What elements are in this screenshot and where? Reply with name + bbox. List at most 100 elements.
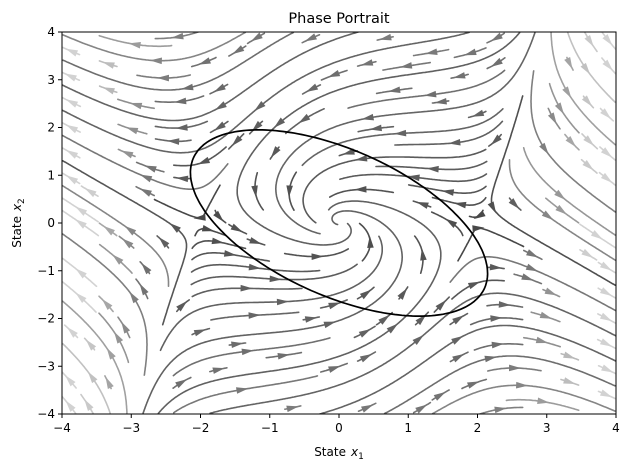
streamline-arrow [555, 204, 568, 215]
streamline-arrow [251, 120, 263, 132]
streamline-arrow [250, 32, 263, 42]
streamline-arrow [102, 87, 115, 95]
streamline-arrow [359, 289, 372, 300]
x-tick-label: 1 [404, 421, 412, 435]
streamline-arrow [471, 109, 485, 117]
streamline-arrow [539, 311, 553, 319]
streamline-arrow [426, 165, 439, 173]
streamline-arrow [452, 353, 465, 363]
streamline-arrow [412, 334, 424, 346]
streamline-arrow [286, 185, 293, 198]
streamline-arrow [435, 299, 447, 311]
streamline-arrow [65, 400, 76, 412]
streamline-arrow [327, 69, 341, 78]
streamline-arrow [66, 327, 78, 338]
streamline-arrow [361, 113, 375, 121]
streamlines [62, 32, 616, 414]
streamline-arrow [311, 253, 324, 260]
streamline-arrow [139, 283, 149, 296]
streamline-arrow [213, 83, 226, 93]
streamline-arrow [600, 172, 613, 183]
streamline-arrow [112, 254, 124, 265]
streamline-arrow [487, 201, 497, 214]
streamline-arrow [467, 381, 480, 389]
x-axis-title-prefix: State [314, 445, 346, 459]
streamline-arrow [121, 321, 131, 334]
streamline-arrow [175, 124, 188, 131]
streamline-arrow [171, 32, 184, 40]
streamline-arrow [544, 287, 557, 296]
y-tick-label: 4 [47, 25, 55, 39]
x-axis-title-sub: 1 [358, 452, 364, 462]
streamline-arrow [106, 347, 116, 360]
streamline-arrow [399, 62, 413, 69]
streamline-arrow [498, 301, 511, 308]
streamline-arrow [193, 214, 206, 221]
streamline-arrow [248, 312, 261, 319]
streamline-arrow [360, 59, 374, 66]
x-tick-label: 4 [612, 421, 620, 435]
streamline-arrow [379, 33, 392, 41]
streamline-arrow [231, 341, 244, 348]
streamline-arrow [473, 210, 486, 220]
streamline-arrow [491, 341, 504, 349]
streamline-arrow [582, 160, 594, 171]
x-tick-label: 0 [335, 421, 343, 435]
streamline-arrow [425, 48, 438, 55]
streamline-arrow [101, 298, 113, 310]
streamline-arrow [277, 352, 290, 360]
x-tick-label: −2 [192, 421, 210, 435]
streamline-arrow [359, 353, 373, 363]
streamline-arrow [448, 138, 461, 146]
streamline-arrow [355, 155, 368, 162]
streamline-arrow [158, 236, 170, 248]
streamline-arrow [484, 355, 497, 363]
streamline-arrow [102, 62, 115, 69]
streamline-arrow [198, 57, 211, 65]
streamline-arrow [176, 300, 188, 312]
streamline-arrow [388, 86, 401, 94]
streamline-arrow [121, 150, 134, 159]
streamline-arrow [65, 48, 79, 57]
x-tick-label: −3 [122, 421, 140, 435]
streamline-arrow [304, 33, 317, 42]
streamline-arrow [580, 62, 591, 75]
streamline-arrow [541, 210, 554, 221]
streamline-arrow [416, 201, 429, 209]
streamline-arrow [415, 314, 427, 326]
streamline-arrow [75, 268, 87, 279]
streamline-arrow [328, 302, 341, 310]
streamline-arrow [526, 249, 539, 258]
streamline-arrow [599, 261, 612, 271]
streamline-arrow [75, 292, 87, 304]
streamline-arrow [232, 45, 245, 55]
streamline-arrow [254, 100, 266, 112]
streamline-arrow [397, 288, 408, 300]
streamline-arrow [490, 57, 503, 67]
streamline-arrow [547, 112, 557, 125]
y-tick-label: 1 [47, 168, 55, 182]
streamline-arrow [223, 250, 237, 257]
streamline-arrow [554, 189, 566, 200]
streamline-arrow [175, 379, 188, 389]
streamline-arrow [273, 117, 286, 128]
streamline-arrow [201, 224, 215, 232]
streamline-arrow [121, 238, 134, 249]
streamline-arrow [445, 218, 458, 229]
x-axis-title: State x1 [314, 445, 364, 462]
streamline-arrow [66, 175, 79, 185]
streamline-arrow [537, 397, 550, 405]
streamline-arrow [103, 225, 115, 236]
streamline-arrow [85, 339, 97, 351]
streamline-arrow [114, 331, 124, 344]
streamline-arrow [525, 263, 539, 272]
chart-title: Phase Portrait [288, 11, 390, 27]
streamline-arrow [298, 113, 311, 124]
streamline-arrow [581, 95, 593, 107]
streamline-arrow [420, 248, 427, 261]
streamline-arrow [415, 404, 428, 414]
streamline-arrow [156, 74, 169, 82]
x-axis-ticks: −4 −3 −2 −1 0 1 2 3 4 [53, 414, 620, 435]
streamline-arrow [600, 108, 612, 119]
